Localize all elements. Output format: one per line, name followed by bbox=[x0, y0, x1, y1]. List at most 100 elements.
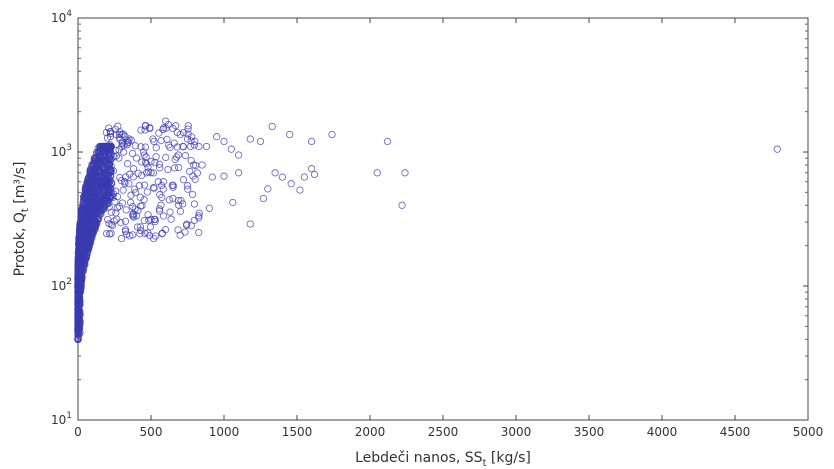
data-point bbox=[184, 185, 192, 193]
data-point bbox=[76, 235, 84, 243]
data-point bbox=[159, 178, 168, 186]
data-point bbox=[144, 229, 152, 237]
data-point bbox=[136, 223, 145, 231]
data-point bbox=[268, 122, 276, 131]
data-point bbox=[140, 216, 148, 225]
data-point bbox=[85, 243, 93, 252]
data-point bbox=[278, 173, 287, 181]
data-point bbox=[83, 250, 91, 259]
data-point bbox=[162, 153, 170, 162]
data-point bbox=[149, 184, 158, 192]
data-point bbox=[401, 169, 409, 177]
data-point bbox=[287, 180, 295, 188]
data-point bbox=[95, 177, 103, 185]
x-tick-label: 1500 bbox=[282, 425, 313, 439]
data-point bbox=[195, 212, 203, 220]
data-point bbox=[112, 152, 120, 160]
data-point bbox=[125, 135, 133, 143]
data-point bbox=[183, 135, 192, 143]
data-point bbox=[80, 242, 88, 251]
data-point bbox=[103, 200, 111, 208]
data-point bbox=[87, 201, 95, 210]
data-point bbox=[103, 144, 112, 153]
data-point bbox=[310, 170, 319, 179]
data-point bbox=[117, 219, 125, 227]
data-point bbox=[74, 249, 83, 257]
data-point bbox=[111, 146, 120, 155]
data-point bbox=[286, 130, 294, 139]
data-point bbox=[74, 315, 82, 323]
data-points bbox=[74, 117, 781, 343]
data-point bbox=[191, 175, 199, 183]
data-point bbox=[220, 137, 228, 146]
data-point bbox=[174, 163, 183, 172]
data-point bbox=[155, 207, 164, 215]
data-point bbox=[213, 133, 221, 141]
x-tick-label: 3000 bbox=[501, 425, 532, 439]
data-point bbox=[129, 212, 137, 220]
x-tick-label: 1000 bbox=[209, 425, 240, 439]
data-point bbox=[98, 142, 107, 151]
data-point bbox=[166, 208, 174, 216]
x-tick-label: 2000 bbox=[355, 425, 386, 439]
data-point bbox=[184, 122, 192, 130]
data-point bbox=[146, 223, 155, 231]
data-point bbox=[164, 165, 172, 174]
data-point bbox=[74, 331, 82, 340]
data-point bbox=[151, 215, 159, 224]
data-point bbox=[155, 129, 163, 137]
data-point bbox=[246, 135, 254, 143]
data-point bbox=[104, 178, 112, 186]
x-tick-label: 500 bbox=[140, 425, 163, 439]
data-point bbox=[121, 217, 130, 225]
data-point bbox=[107, 220, 115, 229]
data-point bbox=[181, 228, 189, 236]
data-point bbox=[131, 142, 139, 150]
data-point bbox=[156, 191, 164, 199]
y-axis-ticks: 101 102 103 104 bbox=[51, 9, 808, 427]
data-point bbox=[246, 220, 254, 228]
data-point bbox=[109, 167, 118, 175]
data-point bbox=[183, 182, 192, 190]
data-point bbox=[75, 279, 83, 287]
data-point bbox=[157, 136, 165, 145]
data-point bbox=[167, 215, 175, 223]
data-point bbox=[115, 130, 124, 139]
data-point bbox=[187, 156, 195, 165]
data-point bbox=[118, 199, 127, 207]
data-point bbox=[147, 169, 155, 177]
data-point bbox=[88, 164, 97, 172]
data-point bbox=[193, 169, 202, 177]
data-point bbox=[190, 216, 198, 225]
data-point bbox=[85, 173, 93, 181]
data-point bbox=[122, 206, 130, 214]
data-point bbox=[179, 200, 187, 208]
data-point bbox=[143, 188, 151, 196]
data-point bbox=[190, 200, 199, 208]
data-point bbox=[117, 234, 126, 243]
data-point bbox=[88, 230, 96, 238]
data-point bbox=[172, 153, 181, 161]
data-point bbox=[102, 128, 111, 137]
data-point bbox=[135, 182, 143, 190]
plot-area bbox=[77, 17, 809, 421]
data-point bbox=[146, 124, 154, 132]
data-point bbox=[259, 194, 268, 203]
data-point bbox=[158, 229, 167, 237]
data-point bbox=[147, 157, 155, 166]
y-tick-label: 104 bbox=[51, 9, 72, 25]
data-point bbox=[205, 204, 214, 212]
data-point bbox=[106, 127, 115, 136]
data-point bbox=[86, 165, 95, 173]
data-point bbox=[141, 126, 149, 134]
data-point bbox=[186, 142, 195, 151]
data-point bbox=[166, 143, 174, 152]
y-axis-label: Protok, Qt [m³/s] bbox=[12, 162, 31, 277]
data-point bbox=[137, 226, 145, 235]
x-tick-label: 4500 bbox=[720, 425, 751, 439]
data-point bbox=[296, 186, 304, 194]
data-point bbox=[118, 142, 126, 151]
data-point bbox=[77, 255, 85, 263]
data-point bbox=[93, 174, 101, 183]
data-point bbox=[103, 155, 111, 163]
